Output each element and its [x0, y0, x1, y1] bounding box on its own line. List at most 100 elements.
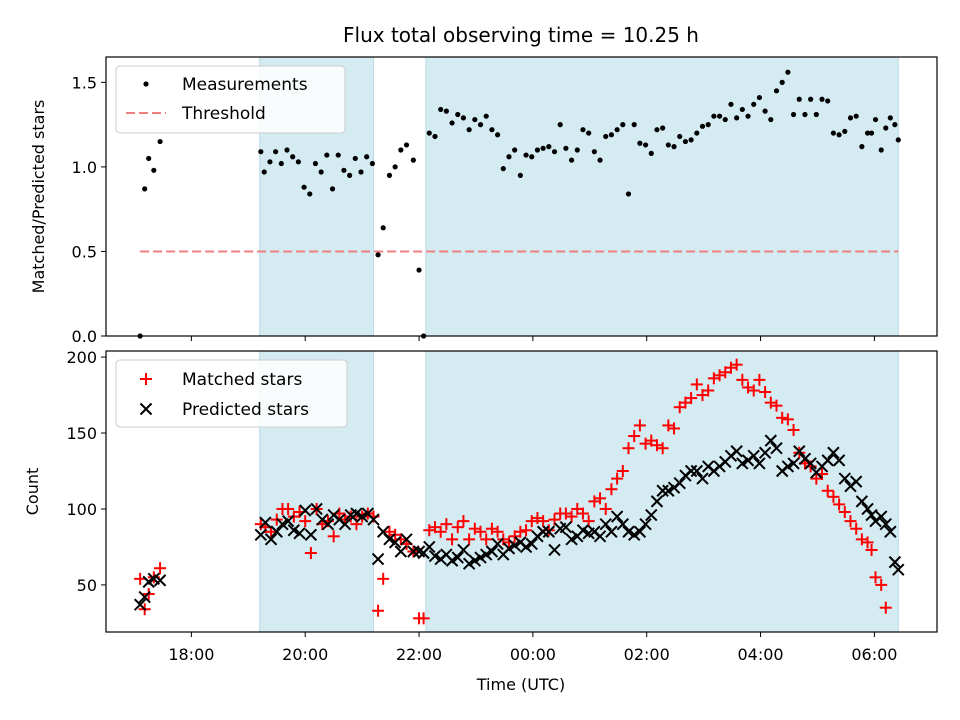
matched-star-point — [776, 411, 789, 424]
matched-star-point — [372, 604, 385, 617]
measurement-point — [728, 101, 734, 107]
measurement-point — [660, 125, 666, 131]
matched-star-point — [417, 612, 430, 625]
cross-b — [861, 502, 874, 516]
cross-b — [690, 464, 704, 478]
measurement-point — [722, 116, 728, 123]
measurement-point — [682, 138, 689, 145]
measurement-point — [494, 132, 501, 138]
cross-b — [605, 525, 618, 538]
matched-star-point — [736, 373, 749, 386]
cross-b — [383, 533, 396, 546]
cross-b — [875, 510, 888, 523]
matched-star-point — [599, 502, 612, 515]
matched-star-point — [576, 507, 589, 520]
measurement-point — [580, 127, 586, 133]
measurement-point — [290, 154, 296, 160]
matched-star-point — [594, 492, 607, 505]
matched-star-point — [668, 422, 681, 435]
cross-b — [855, 495, 869, 508]
predicted-star-point — [610, 510, 624, 523]
legend-matched-label: Matched stars — [182, 370, 302, 390]
measurement-point — [258, 149, 264, 155]
cross-b — [321, 517, 335, 531]
matched-star-point — [616, 464, 629, 477]
predicted-stars-points — [133, 434, 905, 611]
measurement-point — [335, 152, 341, 158]
predicted-star-point — [299, 504, 312, 517]
legend-measurements-label: Measurements — [182, 75, 308, 95]
counts-x-ticks: 18:00 20:00 22:00 00:00 02:00 04:00 06:00 — [168, 632, 897, 664]
counts-legend: Matched stars Predicted stars — [115, 359, 348, 428]
measurement-point — [301, 184, 307, 190]
predicted-star-point — [310, 502, 323, 516]
measurement-point — [768, 116, 774, 123]
cross-b — [407, 545, 420, 558]
predicted-star-point — [730, 445, 743, 458]
measurement-point — [410, 157, 416, 163]
measurement-point — [813, 111, 819, 118]
predicted-star-point — [542, 525, 556, 538]
cross-b — [559, 520, 573, 534]
cross-b — [793, 445, 806, 458]
predicted-star-point — [407, 545, 420, 558]
cross-b — [865, 508, 878, 522]
predicted-star-point — [849, 475, 863, 488]
ratio-x-ticks — [190, 336, 875, 341]
cross-b — [542, 525, 556, 538]
y-tick-label: 100 — [66, 500, 97, 519]
measurement-point — [878, 147, 884, 153]
measurement-point — [808, 96, 814, 102]
legend-matched-marker — [140, 373, 152, 385]
cross-b — [747, 449, 760, 463]
predicted-star-point — [371, 552, 385, 566]
matched-star-point — [622, 442, 635, 455]
measurement-point — [529, 154, 535, 160]
measurement-point — [295, 159, 301, 165]
cross-b — [639, 517, 652, 531]
cross-b — [548, 543, 561, 557]
measurement-point — [489, 127, 495, 133]
measurement-point — [836, 132, 842, 138]
cross-b — [633, 525, 647, 538]
measurement-point — [358, 169, 364, 175]
measurement-point — [307, 191, 313, 197]
cross-b — [485, 545, 499, 558]
measurement-point — [745, 113, 751, 119]
measurement-point — [273, 149, 279, 155]
predicted-star-point — [394, 545, 408, 558]
measurement-point — [779, 79, 785, 85]
measurement-point — [677, 133, 683, 140]
ratio-observing-windows — [259, 56, 899, 337]
measurement-point — [859, 144, 865, 150]
predicted-star-point — [787, 457, 800, 470]
cross-b — [412, 545, 426, 558]
ratio-panel: 0.0 0.5 1.0 1.5 Matched/Predicted stars Mea… — [29, 56, 938, 346]
y-tick-label: 0.0 — [72, 327, 97, 346]
matched-star-point — [838, 506, 851, 519]
predicted-star-point — [821, 454, 834, 467]
ratio-legend: Measurements Threshold — [115, 65, 346, 134]
ratio-y-ticks: 0.0 0.5 1.0 1.5 — [72, 73, 106, 346]
predicted-star-point — [690, 464, 704, 478]
cross-b — [879, 517, 892, 531]
measurement-point — [557, 122, 563, 128]
predicted-star-point — [457, 543, 470, 557]
x-tick-label: 04:00 — [738, 645, 784, 664]
matched-star-point — [605, 483, 618, 496]
measurement-point — [688, 137, 694, 143]
matched-star-point — [611, 472, 624, 485]
measurement-point — [540, 145, 546, 151]
measurement-point — [157, 138, 163, 145]
measurement-point — [392, 164, 398, 170]
cross-b — [849, 475, 863, 488]
predicted-star-point — [593, 530, 607, 543]
matched-star-point — [299, 515, 312, 528]
predicted-star-point — [605, 525, 618, 538]
matched-star-point — [833, 498, 846, 511]
cross-b — [310, 502, 323, 516]
cross-b — [536, 525, 550, 538]
cross-b — [684, 464, 698, 478]
cross-b — [281, 514, 295, 528]
